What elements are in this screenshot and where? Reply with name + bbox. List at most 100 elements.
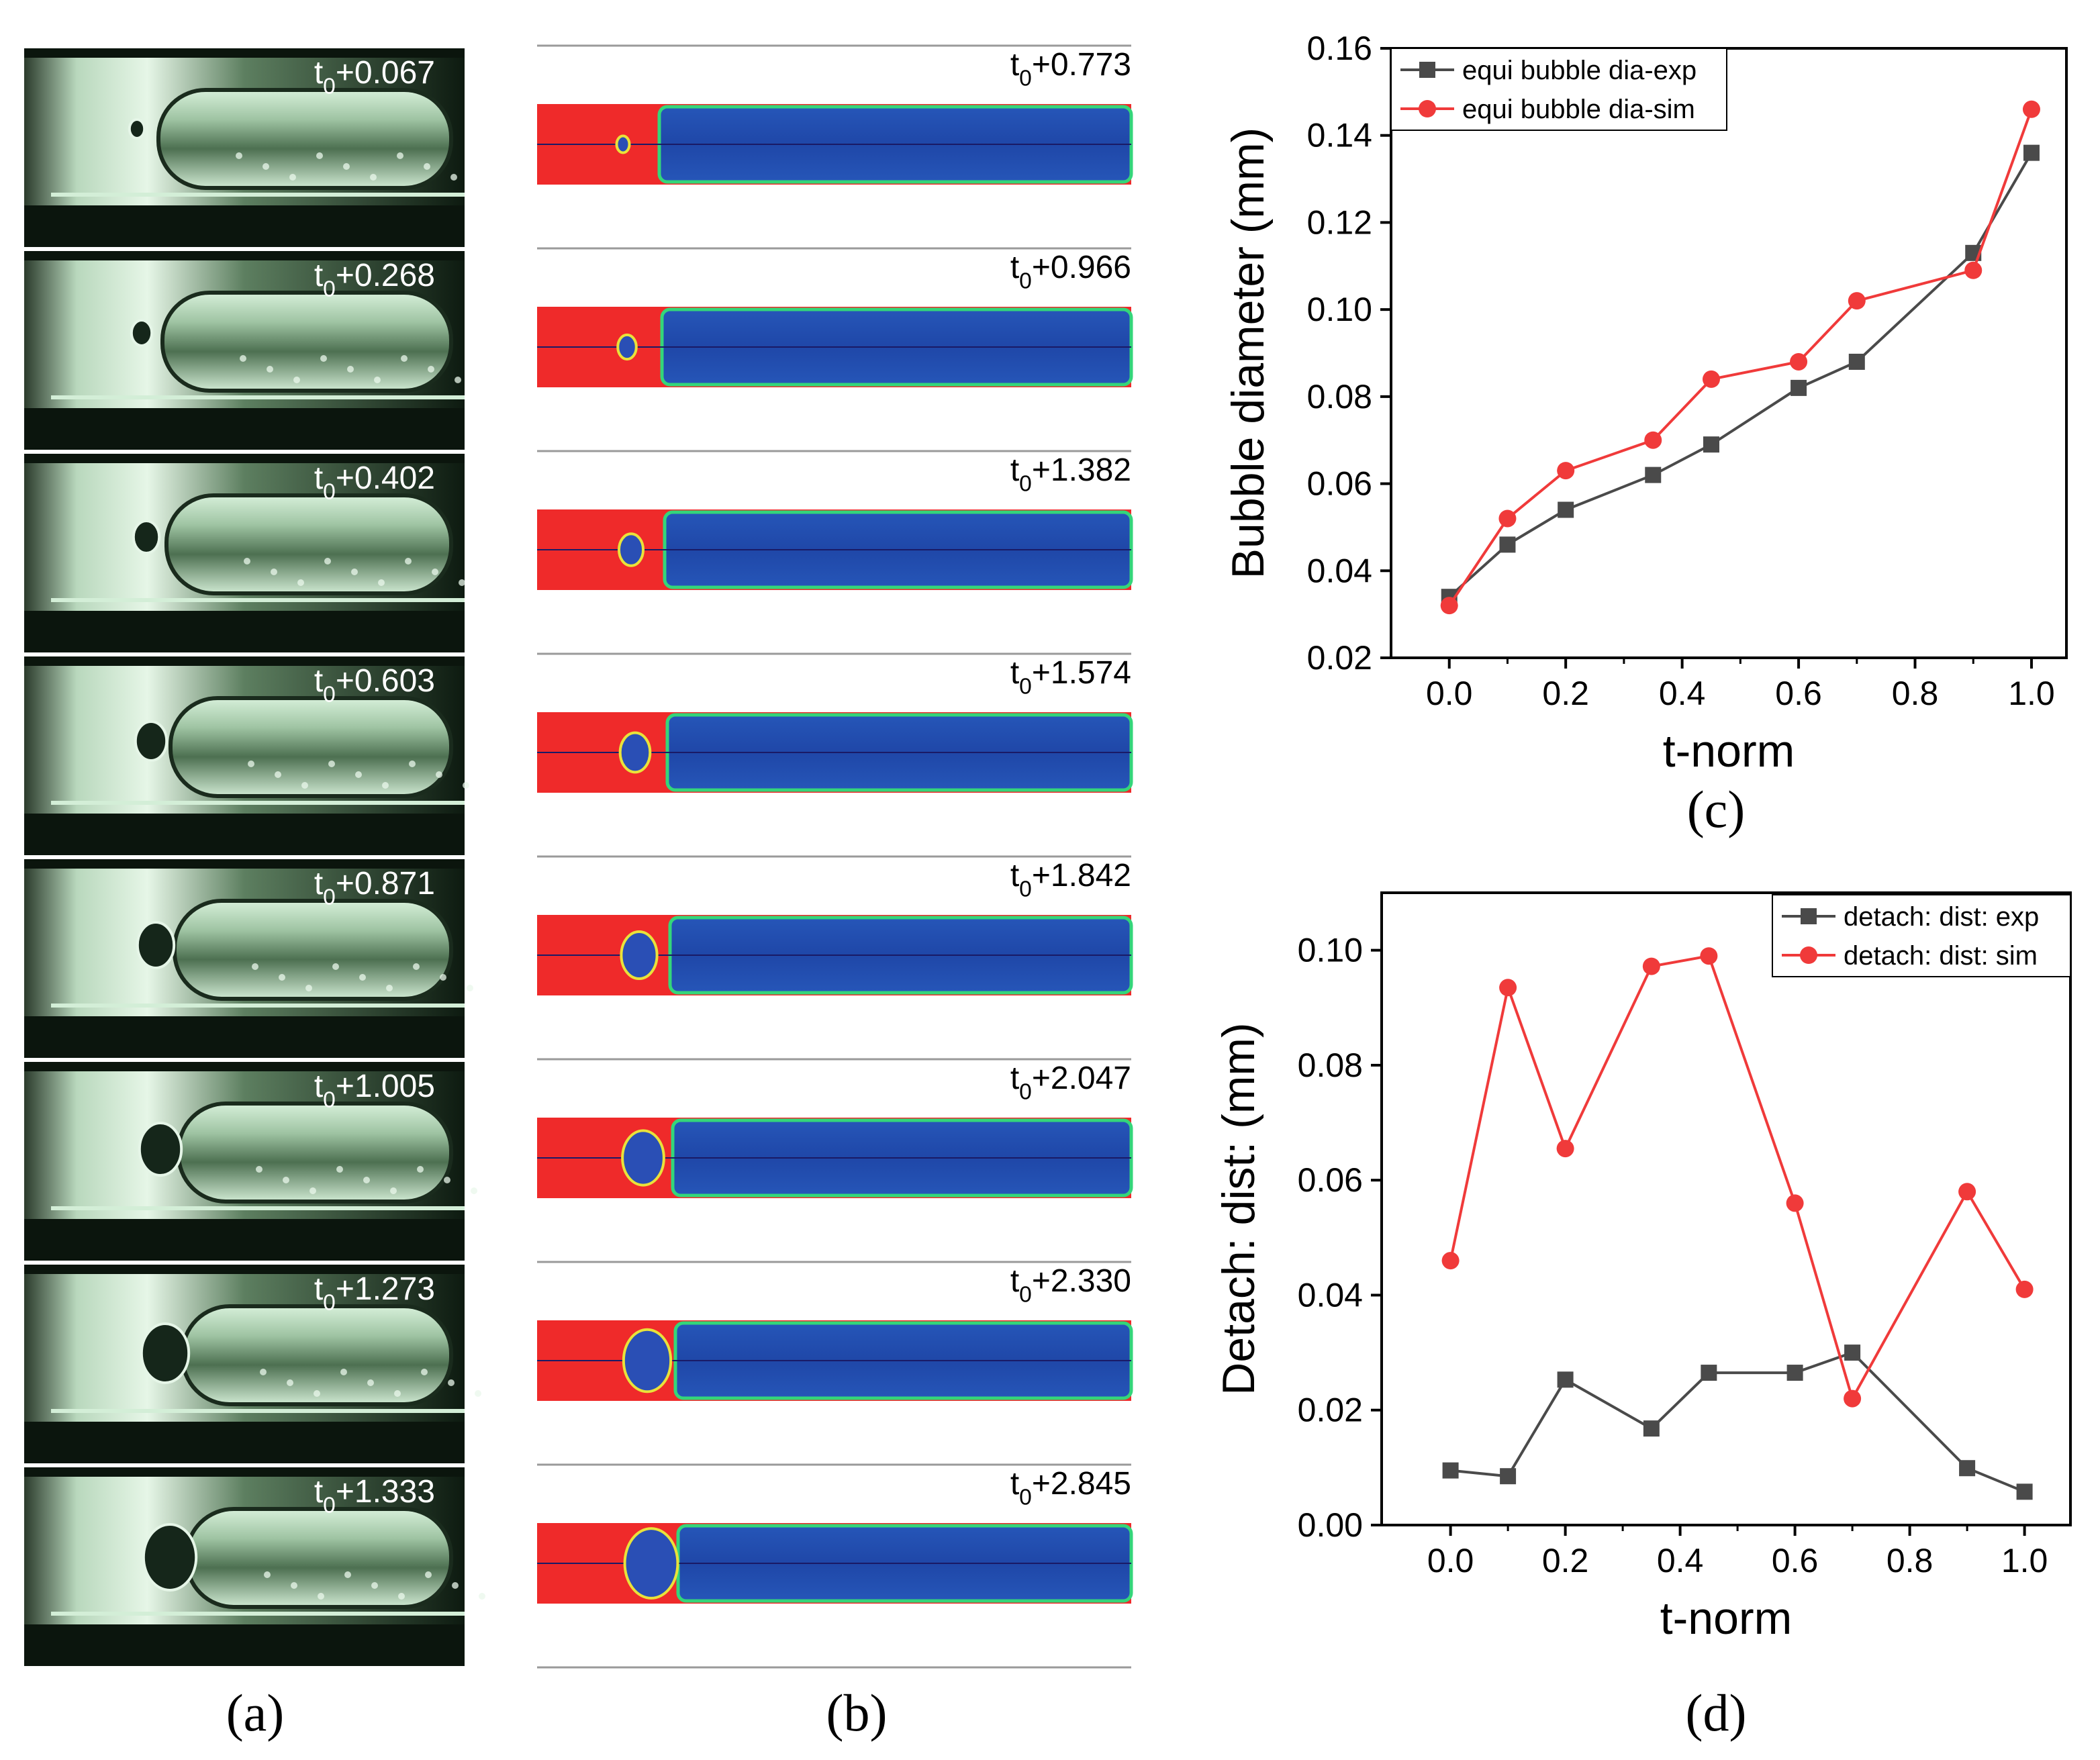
- nucleation-speck: [428, 366, 434, 373]
- nucleation-speck: [409, 761, 416, 767]
- nucleation-speck: [252, 963, 258, 970]
- experiment-frame: t0+1.005: [24, 1062, 477, 1261]
- channel-top-wall: [24, 656, 465, 666]
- data-point-square: [1848, 353, 1865, 370]
- experiment-frame: t0+0.268: [24, 251, 465, 450]
- simulation-time-label-sub: 0: [1019, 1485, 1032, 1510]
- experiment-frame: t0+0.402: [24, 454, 465, 652]
- simulation-time-label-offset: +2.047: [1032, 1061, 1131, 1096]
- data-point-circle: [1790, 352, 1808, 371]
- vapor-slug: [173, 899, 453, 1001]
- simulation-time-label: t0+1.574: [1010, 655, 1131, 699]
- experiment-time-label-sub: 0: [323, 682, 336, 707]
- bubble: [138, 1122, 183, 1177]
- nucleation-speck: [271, 569, 277, 575]
- experiment-frame: t0+0.871: [24, 859, 473, 1058]
- x-tick-label: 0.4: [1659, 675, 1706, 712]
- y-tick-label: 0.06: [1298, 1161, 1363, 1199]
- experiment-frame: t0+0.603: [24, 656, 469, 855]
- data-point-circle: [1644, 431, 1662, 449]
- nucleation-speck: [275, 771, 281, 778]
- simulation-time-label-t: t: [1010, 452, 1019, 488]
- nucleation-speck: [371, 1582, 378, 1589]
- simulation-time-label-t: t: [1010, 1263, 1019, 1299]
- data-point-square: [2016, 1483, 2033, 1500]
- panel-c-chart: 0.0 0.2 0.4 0.6 0.8 1.0 0.02 0.04 0.06 0.08 0.10 0.…: [1223, 30, 2068, 777]
- x-axis-label: t-norm: [1663, 726, 1795, 777]
- channel-top-wall: [24, 251, 465, 260]
- data-point-circle: [1440, 597, 1458, 615]
- data-point-circle: [1844, 1389, 1862, 1408]
- experiment-frame: t0+0.067: [24, 48, 465, 247]
- simulation-time-label-offset: +1.382: [1032, 452, 1131, 488]
- simulated-bubble: [615, 134, 631, 154]
- nucleation-speck: [332, 963, 339, 970]
- nucleation-speck: [336, 1166, 343, 1173]
- nucleation-speck: [248, 761, 254, 767]
- channel-top-wall: [24, 1062, 465, 1071]
- nucleation-speck: [444, 1177, 450, 1183]
- simulation-time-label-offset: +2.845: [1032, 1466, 1131, 1502]
- simulation-time-label-offset: +0.773: [1032, 47, 1131, 83]
- simulated-bubble: [621, 1129, 665, 1187]
- vapor-slug: [177, 1102, 453, 1204]
- nucleation-speck: [452, 1582, 459, 1589]
- simulated-bubble: [623, 1527, 679, 1600]
- nucleation-speck: [240, 355, 246, 362]
- nucleation-speck: [367, 1379, 374, 1386]
- channel-top-wall: [24, 48, 465, 58]
- y-tick-label: 0.04: [1307, 552, 1372, 589]
- experiment-time-label-offset: +1.005: [336, 1069, 435, 1104]
- data-point-circle: [1499, 979, 1517, 997]
- simulation-time-label-t: t: [1010, 655, 1019, 691]
- nucleation-speck: [244, 558, 250, 565]
- experiment-time-label-sub: 0: [323, 479, 336, 504]
- simulation-frame: t0+1.842: [537, 855, 1133, 995]
- data-point-square: [1786, 1365, 1803, 1381]
- data-point-circle: [1557, 462, 1575, 480]
- nucleation-speck: [359, 974, 366, 981]
- simulation-time-label-t: t: [1010, 250, 1019, 285]
- experiment-time-label-sub: 0: [323, 1290, 336, 1315]
- x-tick-label: 0.8: [1887, 1542, 1934, 1579]
- simulation-frame: t0+2.845: [537, 1463, 1133, 1604]
- data-point-square: [1500, 1468, 1517, 1485]
- simulated-bubble: [620, 930, 659, 980]
- nucleation-speck: [283, 1177, 289, 1183]
- simulation-time-label: t0+0.773: [1010, 47, 1131, 91]
- nucleation-speck: [370, 174, 377, 181]
- simulation-frame: t0+0.773: [537, 44, 1133, 185]
- nucleation-speck: [324, 558, 331, 565]
- y-tick-label: 0.02: [1298, 1391, 1363, 1429]
- panel-label-d: (d): [1686, 1683, 1747, 1742]
- nucleation-speck: [374, 377, 381, 383]
- legend-entry: equi bubble dia-sim: [1462, 95, 1695, 124]
- nucleation-speck: [236, 152, 242, 159]
- data-point-circle: [1964, 261, 1983, 279]
- y-tick-label: 0.08: [1307, 378, 1372, 415]
- data-point-square: [1499, 536, 1516, 553]
- nucleation-speck: [382, 782, 389, 789]
- series-line: [1448, 152, 2033, 598]
- data-point-circle: [1642, 957, 1660, 975]
- nucleation-speck: [318, 1593, 324, 1600]
- nucleation-speck: [305, 985, 312, 991]
- legend-entry: equi bubble dia-exp: [1462, 56, 1697, 85]
- data-point-circle: [2015, 1280, 2034, 1298]
- y-tick-label: 0.16: [1307, 30, 1372, 67]
- legend-box: [1772, 894, 2071, 977]
- legend-box: [1390, 48, 1727, 131]
- nucleation-speck: [413, 963, 420, 970]
- nucleation-speck: [424, 163, 430, 170]
- legend-entry: detach: dist: sim: [1844, 941, 2038, 971]
- experiment-time-label: t0+0.402: [314, 460, 435, 504]
- y-tick-label: 0.00: [1298, 1506, 1363, 1544]
- legend-marker-circle: [1419, 100, 1436, 117]
- legend-marker-circle: [1800, 946, 1817, 964]
- bubble: [128, 118, 146, 140]
- y-axis-label: Bubble diameter (mm): [1223, 128, 1274, 579]
- nucleation-speck: [260, 1369, 267, 1375]
- y-axis-label: Detach: dist: (mm): [1213, 1022, 1264, 1395]
